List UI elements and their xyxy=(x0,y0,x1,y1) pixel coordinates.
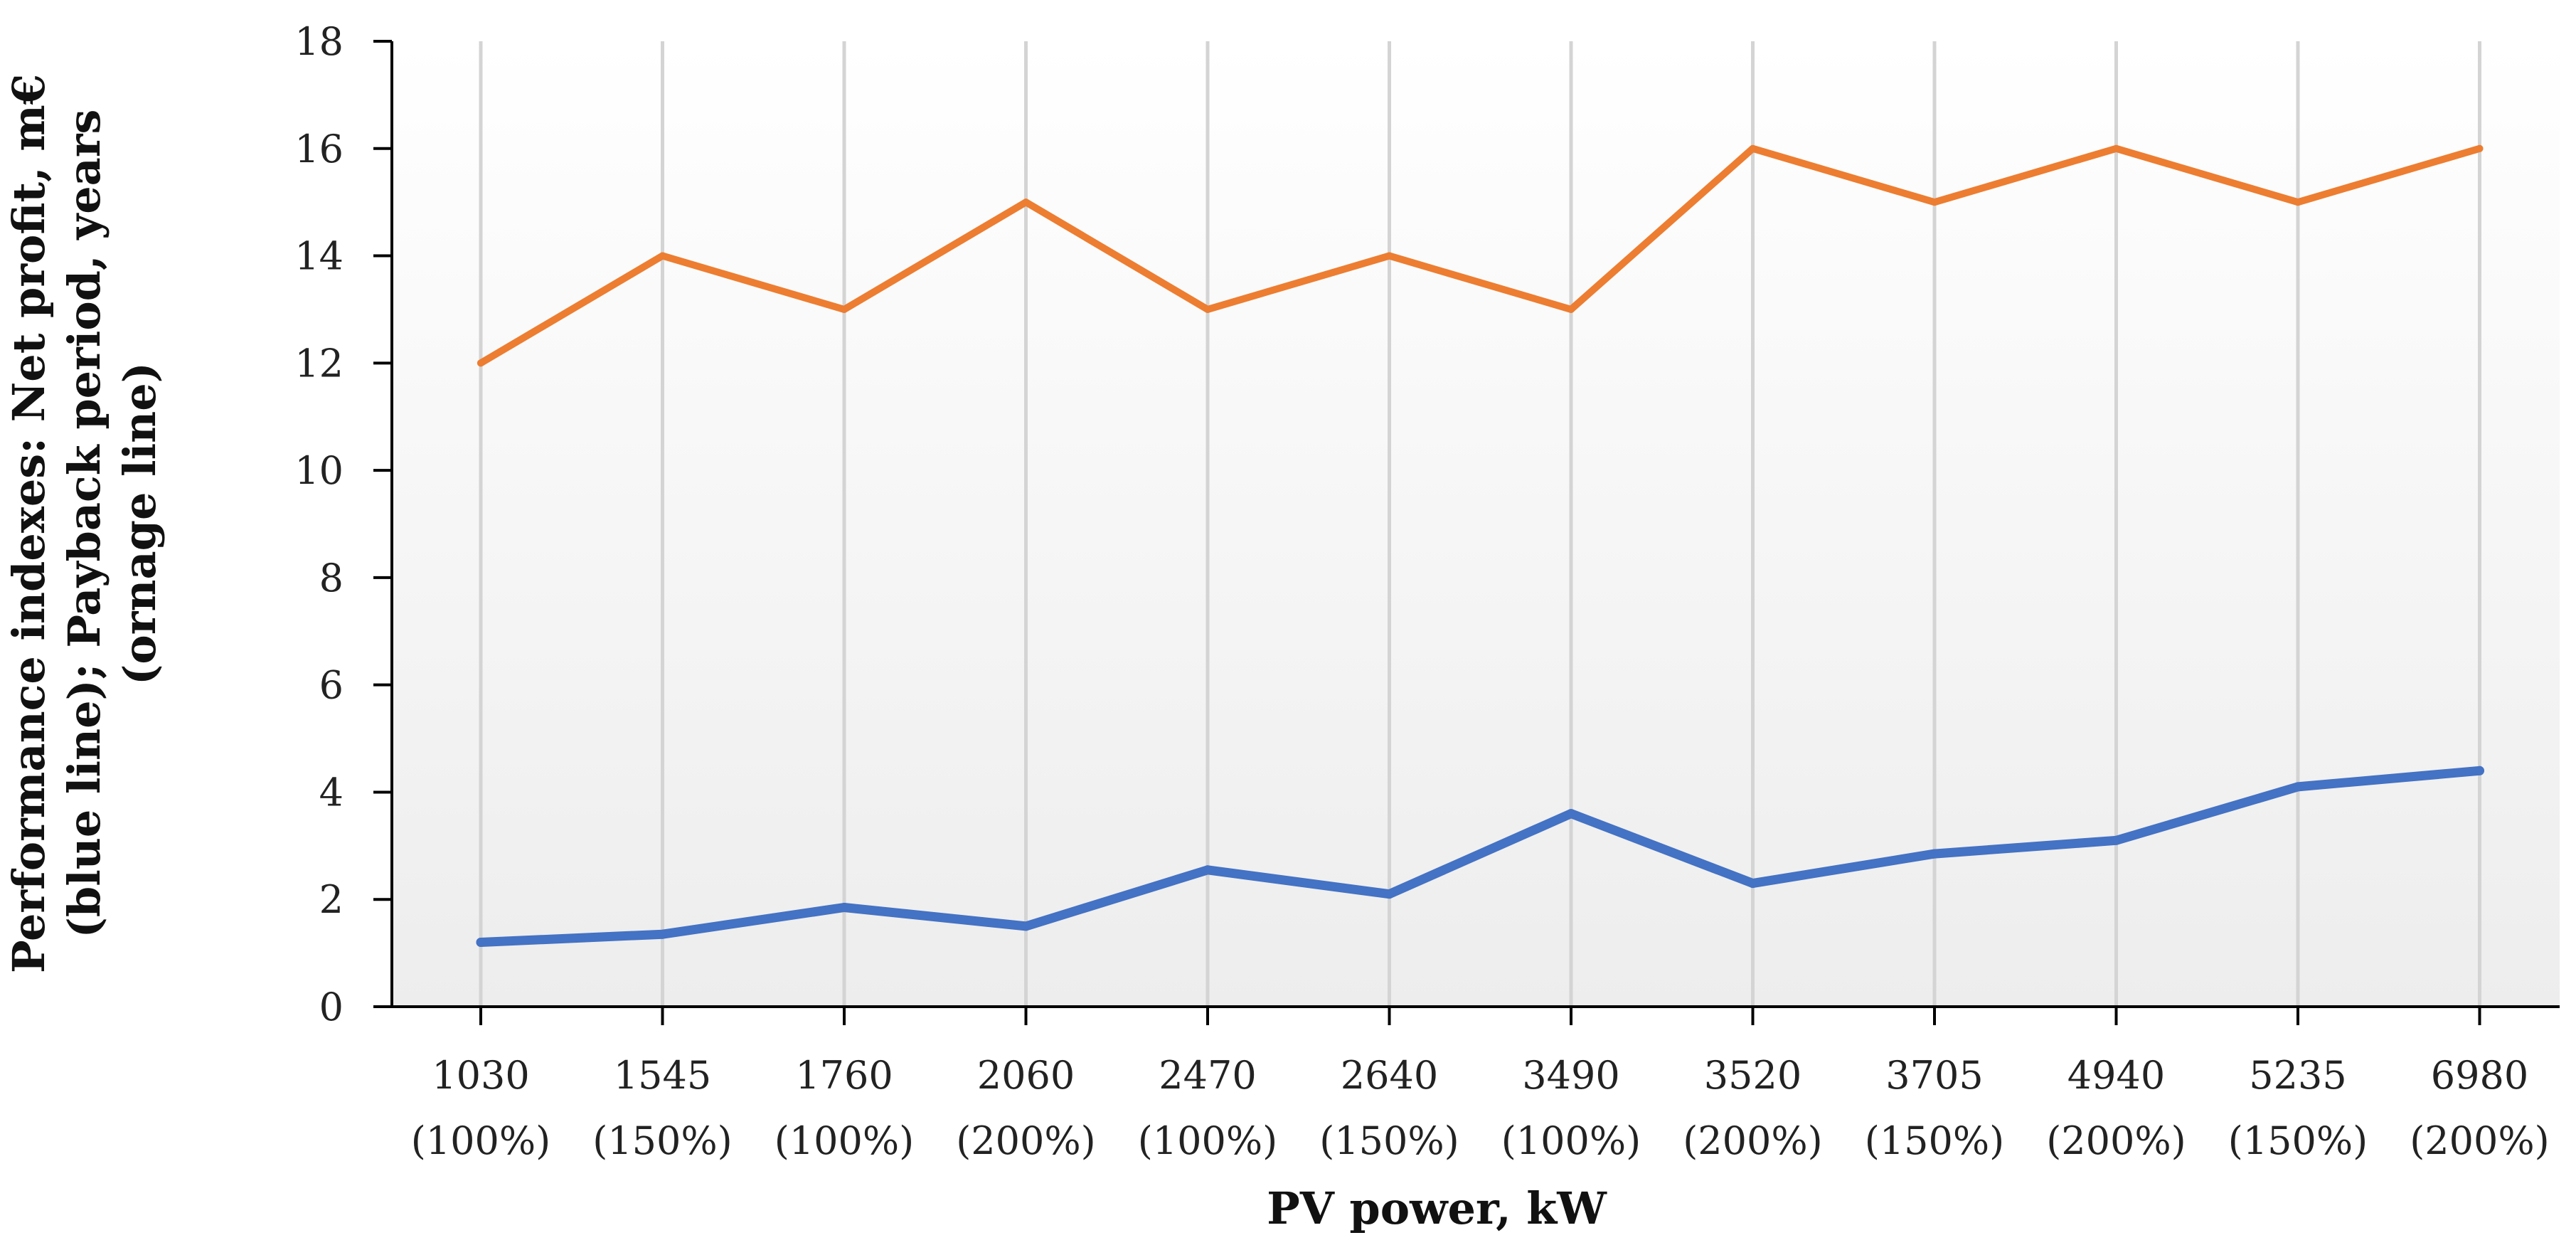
x-tick-label-ratio: (100%) xyxy=(1501,1118,1641,1163)
payback-period-point xyxy=(2476,144,2484,152)
payback-period-point xyxy=(477,359,484,367)
net-profit-point xyxy=(2475,766,2484,775)
y-tick-label: 16 xyxy=(294,127,344,171)
net-profit-point xyxy=(2112,835,2121,845)
x-tick-label-ratio: (200%) xyxy=(2046,1118,2186,1163)
net-profit-point xyxy=(1930,849,1939,859)
series-group xyxy=(476,144,2484,948)
x-tick-label-power: 6980 xyxy=(2431,1053,2528,1098)
y-tick-label: 14 xyxy=(294,234,344,279)
net-profit-point xyxy=(476,938,486,948)
series-line-net-profit xyxy=(476,766,2484,947)
x-tick-label-ratio: (100%) xyxy=(411,1118,551,1163)
y-tick-label: 18 xyxy=(294,19,344,64)
x-tick-label-power: 4940 xyxy=(2067,1053,2165,1098)
payback-period-point xyxy=(841,305,848,313)
payback-period-point xyxy=(1385,252,1393,260)
x-tick-label-power: 3490 xyxy=(1522,1053,1619,1098)
net-profit-point xyxy=(1566,809,1576,819)
payback-period-point xyxy=(1022,198,1030,206)
x-tick-label-power: 2060 xyxy=(977,1053,1075,1098)
net-profit-point xyxy=(658,929,667,939)
y-axis-title: Performance indexes: Net profit, m€ (blu… xyxy=(3,74,166,973)
x-tick-label-power: 1760 xyxy=(795,1053,893,1098)
series-line-payback-period xyxy=(477,144,2484,367)
x-tick-label-ratio: (150%) xyxy=(1319,1118,1459,1163)
net-profit-point xyxy=(1748,879,1757,889)
payback-period-point xyxy=(2112,144,2120,152)
x-tick-label-ratio: (200%) xyxy=(1683,1118,1823,1163)
y-tick-label: 12 xyxy=(294,341,344,386)
y-tick-label: 8 xyxy=(319,556,344,600)
x-tick-label-ratio: (100%) xyxy=(775,1118,915,1163)
x-tick-label-power: 3705 xyxy=(1885,1053,1983,1098)
x-tick-label-power: 2640 xyxy=(1341,1053,1438,1098)
x-tick-label-ratio: (150%) xyxy=(2228,1118,2368,1163)
x-tick-label-power: 2470 xyxy=(1159,1053,1256,1098)
payback-period-point xyxy=(1204,305,1211,313)
y-axis-title-line-1: Performance indexes: Net profit, m€ xyxy=(3,74,55,973)
x-tick-label-power: 1545 xyxy=(614,1053,711,1098)
plot-area xyxy=(392,41,2560,1007)
x-tick-labels: 1030 (100%) 1545 (150%) 1760 (100%) 2060 (200%)… xyxy=(411,1053,2550,1163)
axes xyxy=(373,40,2560,1025)
x-tick-label-ratio: (150%) xyxy=(1865,1118,2005,1163)
payback-period-point xyxy=(659,252,666,260)
net-profit-point xyxy=(2293,782,2303,792)
y-tick-label: 0 xyxy=(319,985,344,1029)
payback-period-point xyxy=(1931,198,1938,206)
x-tick-label-ratio: (200%) xyxy=(2410,1118,2550,1163)
y-tick-label: 6 xyxy=(319,663,344,708)
net-profit-point xyxy=(839,903,849,913)
y-axis-title-line-3: (ornage line) xyxy=(114,362,166,685)
y-axis-title-line-2: (blue line); Payback period, years xyxy=(58,110,110,938)
y-tick-label: 10 xyxy=(294,448,344,493)
net-profit-point xyxy=(1021,921,1031,931)
x-axis-title: PV power, kW xyxy=(1267,1182,1607,1234)
net-profit-point xyxy=(1203,865,1213,875)
x-tick-label-ratio: (100%) xyxy=(1138,1118,1278,1163)
x-tick-label-ratio: (200%) xyxy=(956,1118,1096,1163)
x-tick-label-power: 5235 xyxy=(2249,1053,2346,1098)
payback-period-point xyxy=(1568,305,1575,313)
payback-period-point xyxy=(1749,144,1757,152)
y-tick-label: 2 xyxy=(319,877,344,922)
y-tick-label: 4 xyxy=(319,770,344,815)
y-tick-labels: 0 2 4 6 8 10 12 14 16 18 xyxy=(294,19,344,1029)
x-tick-label-ratio: (150%) xyxy=(592,1118,733,1163)
payback-period-point xyxy=(2294,198,2301,206)
x-tick-label-power: 3520 xyxy=(1704,1053,1801,1098)
x-tick-label-power: 1030 xyxy=(432,1053,529,1098)
net-profit-point xyxy=(1385,889,1394,899)
